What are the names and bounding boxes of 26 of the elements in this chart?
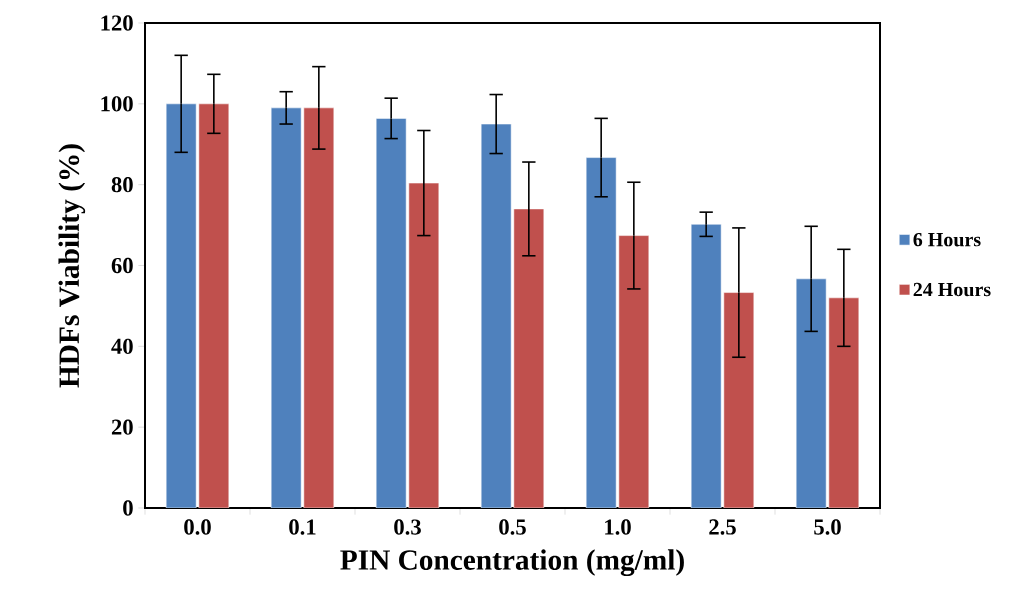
x-tick-label: 2.5 xyxy=(709,519,736,535)
x-tick-label: 1.0 xyxy=(605,519,631,535)
x-tick-label: 0.5 xyxy=(499,519,526,535)
y-tick-label: 60 xyxy=(111,257,133,274)
x-tick-label: 0.3 xyxy=(394,519,421,535)
bar xyxy=(165,103,197,508)
x-tick-label: 5.0 xyxy=(814,519,841,535)
x-tick-label: 0.0 xyxy=(184,519,211,535)
bar xyxy=(375,118,407,508)
y-tick-label: 40 xyxy=(111,338,133,354)
y-tick-label: 120 xyxy=(101,15,133,31)
y-tick-label: 100 xyxy=(101,96,133,112)
x-axis-title: PIN Concentration (mg/ml) xyxy=(340,549,684,577)
bar xyxy=(795,278,827,508)
bar xyxy=(270,107,302,508)
bar xyxy=(198,103,230,508)
y-tick-label: 80 xyxy=(111,177,133,193)
bar xyxy=(690,224,722,508)
bar xyxy=(585,157,617,508)
bar xyxy=(480,123,512,508)
y-axis-title: HDFs Viability (%) xyxy=(58,144,86,388)
legend-label: 6 Hours xyxy=(913,232,981,247)
y-tick-label: 0 xyxy=(123,500,133,516)
x-tick-label: 0.1 xyxy=(289,519,316,535)
legend-label: 24 Hours xyxy=(913,282,991,297)
y-tick-label: 20 xyxy=(111,419,133,435)
